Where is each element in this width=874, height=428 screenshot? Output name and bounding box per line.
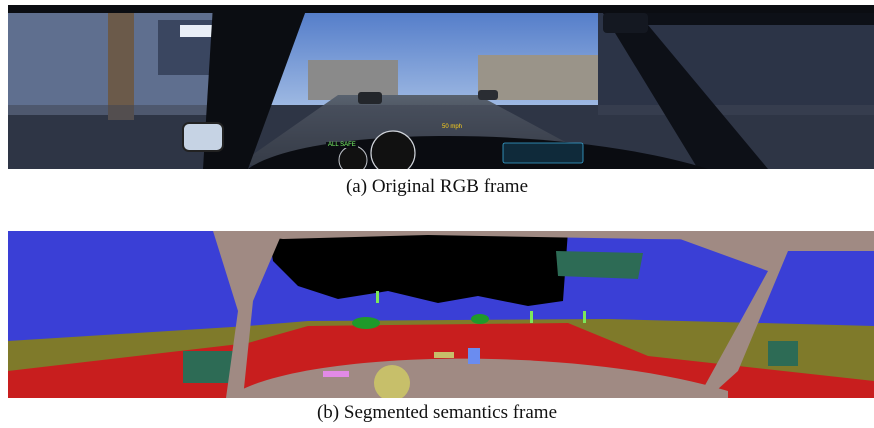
car-ahead bbox=[358, 92, 382, 104]
seg-car-left bbox=[183, 351, 233, 383]
gauge-cluster bbox=[370, 130, 416, 169]
segmentation-frame-image bbox=[8, 231, 874, 398]
a-pillar-left bbox=[203, 5, 308, 169]
seg-pole bbox=[376, 291, 379, 303]
seg-sign-yellow bbox=[434, 352, 454, 358]
nav-text: 50 mph bbox=[442, 124, 463, 130]
seg-tree bbox=[352, 317, 380, 329]
tree-trunk bbox=[108, 5, 134, 120]
seg-car-right bbox=[768, 341, 798, 366]
infotainment-screen bbox=[502, 142, 584, 164]
seg-roof bbox=[213, 231, 874, 241]
rgb-frame-image: ALL SAFE 50 mph bbox=[8, 5, 874, 169]
rear-mirror bbox=[603, 13, 648, 33]
seg-sign-pink bbox=[323, 371, 349, 377]
speed-badge: ALL SAFE bbox=[326, 142, 358, 148]
side-mirror bbox=[182, 122, 224, 152]
seg-dashboard bbox=[228, 358, 728, 398]
seg-mirror bbox=[556, 251, 643, 279]
seg-vehicle-pillar-left bbox=[213, 231, 283, 398]
caption-b: (b) Segmented semantics frame bbox=[316, 402, 558, 423]
seg-vehicle-pillar-right bbox=[658, 231, 874, 398]
caption-a: (a) Original RGB frame bbox=[345, 176, 529, 197]
seg-sign-blue bbox=[468, 348, 480, 364]
seg-steering bbox=[374, 365, 410, 398]
seg-void bbox=[268, 231, 568, 306]
